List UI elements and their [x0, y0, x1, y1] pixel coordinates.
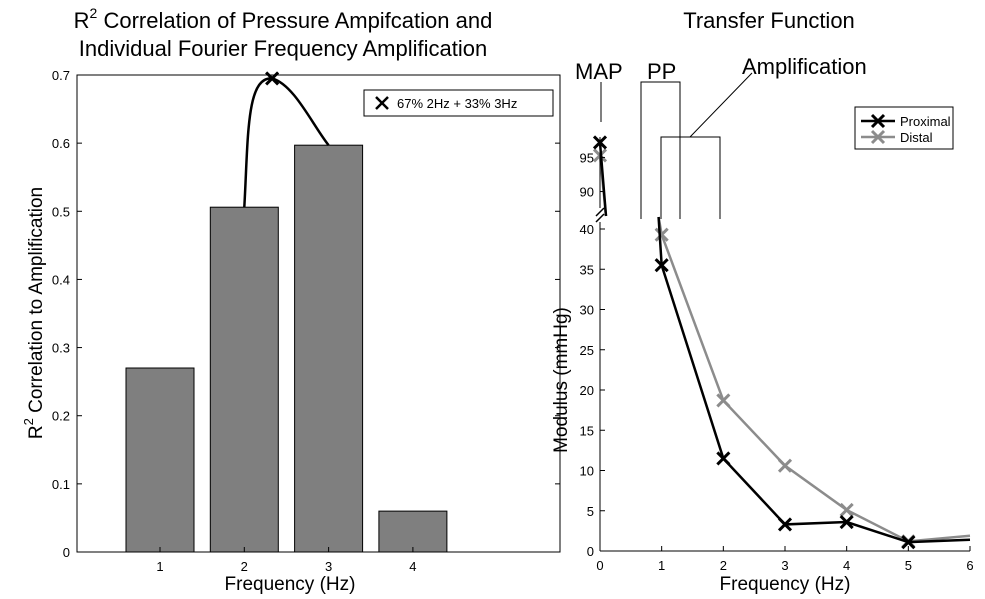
- left-chart-y-axis-label: R2 Correlation to Amplification: [21, 187, 47, 439]
- y-tick-label: 0.2: [52, 409, 70, 424]
- bar-2hz: [209, 206, 279, 553]
- series-proximal-break-stub: [598, 142, 663, 266]
- bar-4hz: [378, 510, 448, 553]
- y-tick-label: 30: [580, 303, 594, 318]
- y-tick-label: 5: [587, 504, 594, 519]
- series-proximal-marker: [901, 535, 916, 550]
- y-tick-label: 0.5: [52, 204, 70, 219]
- bar-3hz: [294, 144, 364, 553]
- y-tick-label: 0.4: [52, 272, 70, 287]
- y-tick-label: 20: [580, 383, 594, 398]
- left-chart-combined-marker: [265, 71, 280, 86]
- series-distal-marker: [654, 227, 669, 242]
- left-chart-x-ticks: 1 2 3 4: [156, 547, 417, 574]
- series-proximal-marker: [654, 258, 669, 273]
- combined-amplification-marker: [265, 71, 280, 86]
- amplification-bracket: [660, 72, 753, 219]
- y-tick-label: 25: [580, 343, 594, 358]
- left-chart-legend-marker: [375, 96, 389, 110]
- left-chart-y-ticks: 0 0.1 0.2 0.3 0.4 0.5 0.6 0.7: [52, 68, 560, 560]
- y-tick-label: 0.3: [52, 341, 70, 356]
- x-tick-label: 6: [966, 558, 973, 573]
- pp-annotation: PP: [647, 59, 676, 84]
- right-chart-y-axis-label: Modulus (mmHg): [551, 307, 572, 453]
- right-chart: Transfer Function MAP PP Amplification 0…: [551, 8, 974, 595]
- y-tick-label: 90: [580, 185, 594, 200]
- x-tick-label: 1: [658, 558, 665, 573]
- x-tick-label: 1: [156, 559, 163, 574]
- right-chart-series: [592, 135, 971, 550]
- legend-marker-proximal: [870, 113, 886, 129]
- pp-bracket: [640, 81, 681, 219]
- x-tick-label: 5: [905, 558, 912, 573]
- right-chart-x-ticks: 0 1 2 3 4 5 6: [596, 546, 974, 573]
- left-chart: R2 Correlation of Pressure Ampifcation a…: [21, 5, 561, 595]
- right-chart-axis-break: [595, 207, 605, 223]
- right-chart-title: Transfer Function: [683, 8, 855, 33]
- left-chart-legend: 67% 2Hz + 33% 3Hz: [363, 89, 554, 117]
- series-distal-marker: [839, 502, 854, 518]
- legend-label-proximal: Proximal: [900, 114, 951, 129]
- series-proximal-line: [660, 264, 971, 544]
- left-chart-title-line1: R2 Correlation of Pressure Ampifcation a…: [74, 5, 493, 33]
- x-tick-label: 4: [409, 559, 416, 574]
- y-tick-label: 0.7: [52, 68, 70, 83]
- right-chart-y-ticks: 0 5 10 15 20 25 30 35 40 90 95: [580, 150, 605, 559]
- y-tick-label: 0: [63, 545, 70, 560]
- y-tick-label: 15: [580, 423, 594, 438]
- left-chart-x-axis-label: Frequency (Hz): [225, 574, 356, 595]
- series-distal-line: [660, 234, 971, 543]
- y-tick-label: 95: [580, 150, 594, 165]
- x-tick-label: 0: [596, 558, 603, 573]
- map-annotation: MAP: [575, 59, 623, 84]
- x-tick-label: 3: [781, 558, 788, 573]
- y-tick-label: 35: [580, 262, 594, 277]
- y-tick-label: 40: [580, 222, 594, 237]
- left-chart-title-line2: Individual Fourier Frequency Amplificati…: [79, 36, 487, 61]
- left-chart-legend-label: 67% 2Hz + 33% 3Hz: [397, 96, 517, 111]
- series-distal: [592, 148, 971, 549]
- left-chart-combined-curve: [243, 77, 330, 208]
- right-chart-annotations: [600, 72, 753, 219]
- bar-1hz: [125, 367, 195, 553]
- series-proximal-marker: [839, 514, 854, 530]
- left-chart-legend-box: [363, 89, 554, 117]
- right-chart-axes: [595, 137, 970, 552]
- y-tick-label: 0.1: [52, 477, 70, 492]
- legend-marker-distal: [870, 129, 886, 145]
- x-tick-label: 4: [843, 558, 850, 573]
- legend-label-distal: Distal: [900, 130, 933, 145]
- series-distal-marker: [777, 458, 793, 473]
- series-proximal: [592, 135, 971, 550]
- y-tick-label: 0.6: [52, 136, 70, 151]
- left-chart-bars: [125, 144, 448, 553]
- x-tick-label: 3: [325, 559, 332, 574]
- series-proximal-marker: [716, 451, 731, 466]
- x-tick-label: 2: [241, 559, 248, 574]
- y-tick-label: 0: [587, 544, 594, 559]
- y-tick-label: 10: [580, 464, 594, 479]
- amplification-annotation: Amplification: [742, 54, 867, 79]
- series-proximal-marker: [777, 517, 793, 532]
- x-tick-label: 2: [720, 558, 727, 573]
- series-distal-marker: [716, 393, 731, 408]
- left-chart-axes-box: [76, 74, 561, 553]
- right-chart-x-axis-label: Frequency (Hz): [720, 574, 851, 595]
- series-distal-break-stub: [598, 155, 663, 235]
